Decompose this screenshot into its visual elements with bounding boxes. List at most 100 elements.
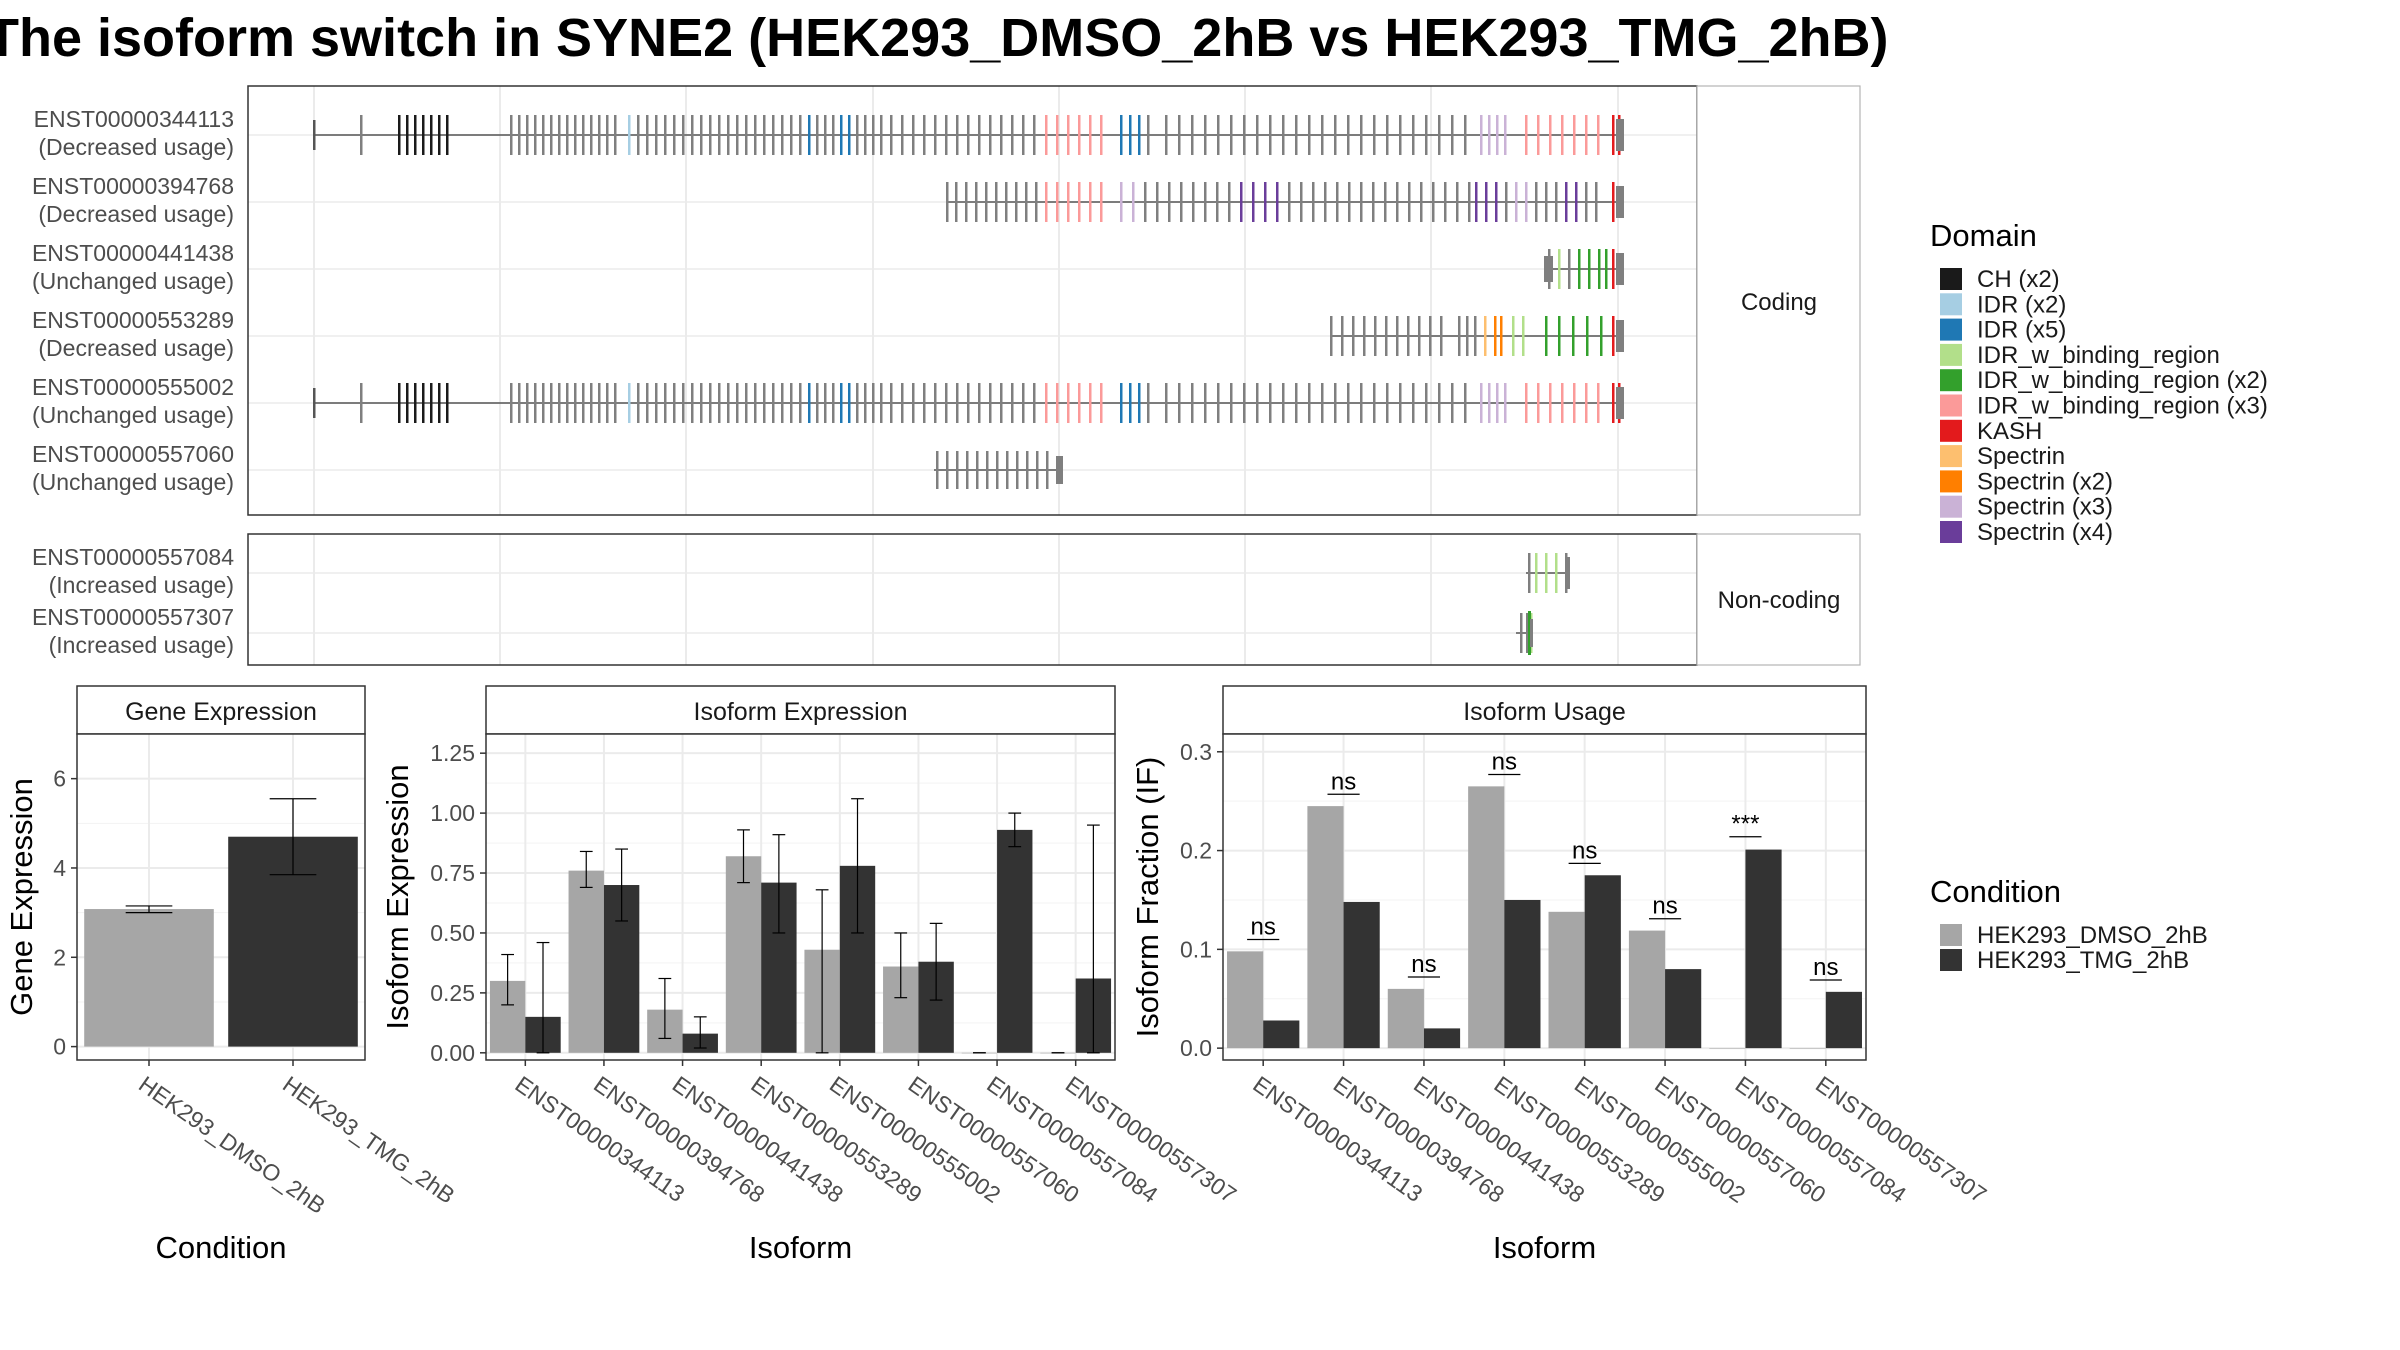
exon (510, 115, 513, 155)
exon (1494, 316, 1497, 356)
exon (1334, 383, 1337, 423)
exon (1555, 182, 1558, 222)
exon (574, 383, 577, 423)
y-tick-label: 0 (53, 1034, 66, 1060)
domain-legend-label: Spectrin (x2) (1977, 468, 2113, 495)
exon (1515, 182, 1518, 222)
bar (1307, 806, 1344, 1049)
exon (1165, 383, 1168, 423)
utr-block (1616, 119, 1624, 151)
exon (912, 115, 915, 155)
exon (781, 383, 784, 423)
exon (745, 383, 748, 423)
exon (1558, 249, 1561, 289)
exon (313, 120, 316, 150)
utr-block (1616, 253, 1624, 285)
exon (1612, 115, 1615, 155)
exon (966, 451, 969, 489)
transcript-usage-label: (Decreased usage) (38, 134, 234, 160)
plot-border (485, 733, 1116, 1061)
y-tick-label: 1.00 (430, 800, 475, 826)
exon (1089, 383, 1092, 423)
noncoding-panel (247, 533, 1698, 666)
exon (718, 115, 721, 155)
exon (1612, 383, 1615, 423)
exon (1216, 182, 1219, 222)
utr-block (1530, 619, 1533, 647)
exon (1240, 182, 1243, 222)
exon (1089, 182, 1092, 222)
exon (955, 182, 958, 222)
exon (781, 115, 784, 155)
exon (406, 383, 409, 423)
coding-panel (247, 85, 1698, 516)
exon (1204, 115, 1207, 155)
exon (1612, 182, 1615, 222)
exon (414, 115, 417, 155)
exon (1438, 383, 1441, 423)
bar (997, 829, 1033, 1053)
exon (1561, 115, 1564, 155)
exon (1252, 182, 1255, 222)
exon (946, 451, 949, 489)
exon (1276, 182, 1279, 222)
exon (438, 383, 441, 423)
exon (1572, 316, 1575, 356)
exon (1129, 115, 1132, 155)
domain-legend-key (1940, 445, 1962, 468)
exon (1585, 115, 1588, 155)
exon (1418, 316, 1421, 356)
chart-panel-1: Isoform Expression 0.00 0.25 0.50 0.75 1.00 1.… (380, 685, 1241, 1265)
exon (976, 451, 979, 489)
exon (1544, 256, 1553, 282)
exon (673, 115, 676, 155)
exon (923, 115, 926, 155)
exon (754, 383, 757, 423)
exon (985, 182, 988, 222)
exon (1384, 182, 1387, 222)
bar (568, 870, 604, 1053)
exon (1545, 182, 1548, 222)
bar (1263, 1020, 1300, 1049)
exon (1347, 383, 1350, 423)
exon (880, 115, 883, 155)
exon (956, 383, 959, 423)
exon (1056, 115, 1059, 155)
exon (614, 383, 617, 423)
exon (1243, 383, 1246, 423)
exon (1586, 316, 1589, 356)
exon (1078, 115, 1081, 155)
exon (1089, 115, 1092, 155)
exon (912, 383, 915, 423)
exon (446, 115, 449, 155)
coding-strip (1696, 85, 1861, 516)
exon (655, 115, 658, 155)
domain-legend-key (1940, 495, 1962, 518)
exon (978, 115, 981, 155)
exon (840, 383, 843, 423)
y-tick-label: 6 (53, 766, 66, 792)
exon (934, 383, 937, 423)
exon (1432, 182, 1435, 222)
x-axis-title: Condition (156, 1230, 287, 1265)
exon (1585, 182, 1588, 222)
y-tick-label: 0.25 (430, 980, 475, 1006)
exon (1396, 316, 1399, 356)
exon (1230, 115, 1233, 155)
significance-label: *** (1731, 811, 1759, 838)
exon (1056, 383, 1059, 423)
exon (558, 383, 561, 423)
exon (542, 115, 545, 155)
significance-label: ns (1251, 913, 1276, 940)
transcript-id-label: ENST00000557060 (32, 441, 234, 467)
exon (1336, 182, 1339, 222)
condition-legend-key (1940, 949, 1962, 971)
exon (799, 383, 802, 423)
exon (1011, 383, 1014, 423)
exon (1399, 115, 1402, 155)
exon (598, 115, 601, 155)
domain-legend-key (1940, 318, 1962, 341)
exon (1269, 383, 1272, 423)
condition-legend-key (1940, 924, 1962, 946)
